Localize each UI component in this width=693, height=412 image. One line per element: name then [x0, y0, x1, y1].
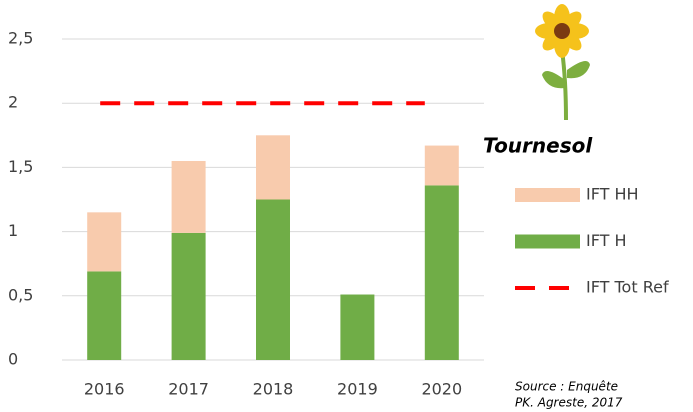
y-tick-label: 1,5 [8, 157, 33, 176]
y-tick-label: 1 [8, 221, 18, 240]
legend-swatch [515, 235, 580, 249]
x-tick-label: 2018 [253, 380, 294, 399]
bar [340, 295, 374, 360]
source-note: PK. Agreste, 2017 [515, 396, 623, 410]
chart-title: Tournesol [483, 134, 593, 158]
bar [425, 185, 459, 360]
y-tick-label: 0,5 [8, 285, 33, 304]
legend-label: IFT H [586, 231, 627, 250]
legend-label: IFT Tot Ref [586, 278, 669, 297]
bar [256, 135, 290, 199]
chart: Tournesol Source : Enquête PK. Agreste, … [0, 0, 693, 412]
x-tick-label: 2020 [421, 380, 462, 399]
y-tick-label: 2 [8, 93, 18, 112]
x-tick-label: 2017 [168, 380, 209, 399]
source-note: Source : Enquête [515, 380, 618, 394]
bar [256, 200, 290, 361]
legend-label: IFT HH [586, 185, 639, 204]
bar [87, 212, 121, 271]
bar [87, 271, 121, 360]
x-tick-label: 2019 [337, 380, 378, 399]
bar [172, 161, 206, 233]
y-tick-label: 0 [8, 350, 18, 369]
bar [172, 233, 206, 360]
sunflower-icon [535, 4, 590, 120]
x-tick-label: 2016 [84, 380, 125, 399]
y-tick-label: 2,5 [8, 29, 33, 48]
bar [425, 146, 459, 186]
legend-swatch [515, 188, 580, 202]
